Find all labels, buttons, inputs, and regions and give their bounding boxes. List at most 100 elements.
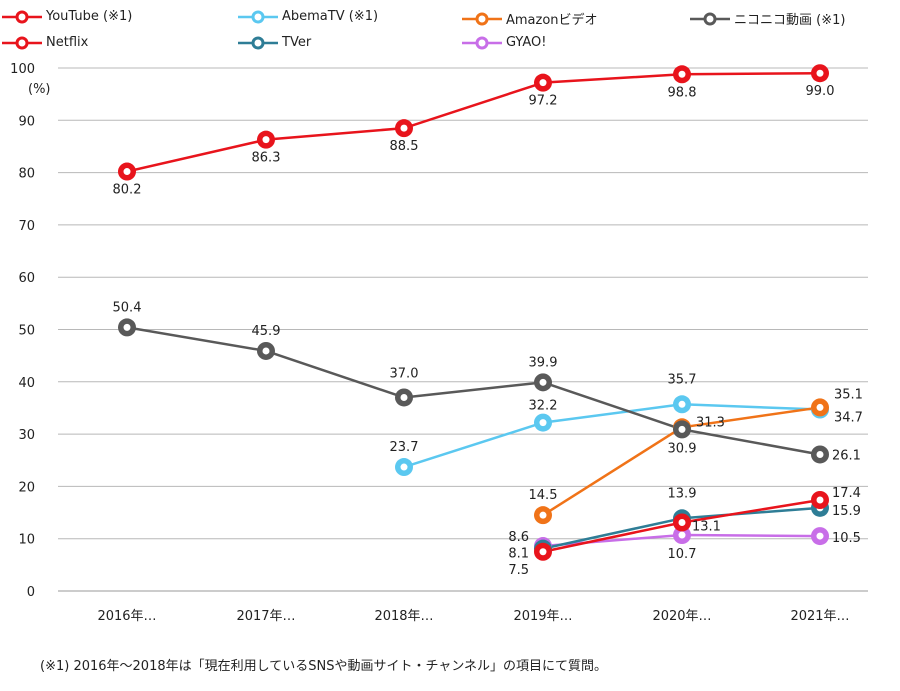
data-label-s1-4: 35.7 bbox=[668, 372, 697, 387]
data-point-s0-0 bbox=[118, 162, 136, 181]
data-label-s4-5: 17.4 bbox=[832, 486, 861, 501]
data-point-s0-3 bbox=[534, 73, 552, 92]
data-label-s3-0: 50.4 bbox=[113, 300, 142, 315]
data-label-s1-5: 34.7 bbox=[834, 411, 863, 426]
data-point-s3-2 bbox=[395, 388, 413, 407]
marker-center-s3-4 bbox=[678, 425, 686, 433]
x-axis-tick-labels: 2016年… 2017年… 2018年… 2019年… 2020年… 2021年… bbox=[97, 609, 849, 624]
data-point-s0-2 bbox=[395, 119, 413, 138]
x-tick-label-0: 2016年… bbox=[97, 609, 156, 624]
x-tick-label-5: 2021年… bbox=[790, 609, 849, 624]
marker-center-s3-3 bbox=[539, 378, 547, 386]
data-point-s3-3 bbox=[534, 373, 552, 392]
marker-center-s0-5 bbox=[816, 69, 824, 77]
data-label-s6-3: 8.6 bbox=[508, 530, 529, 545]
legend-swatch-tver bbox=[238, 36, 278, 49]
data-labels: 80.2 86.3 88.5 97.2 98.8 99.0 23.7 32.2 35.7 34.7… bbox=[113, 84, 863, 578]
data-point-s3-0 bbox=[118, 318, 136, 337]
data-label-s0-5: 99.0 bbox=[806, 84, 835, 99]
data-point-s3-5 bbox=[811, 445, 829, 464]
marker-center-s6-4 bbox=[678, 531, 686, 539]
legend-label-gyao: GYAO! bbox=[506, 35, 547, 50]
legend-label-niconico: ニコニコ動画 (※1) bbox=[734, 13, 846, 28]
legend-item-amazon: Amazonビデオ bbox=[462, 9, 598, 28]
data-point-s0-5 bbox=[811, 64, 829, 83]
data-label-s3-2: 37.0 bbox=[390, 366, 419, 381]
data-label-s2-3: 14.5 bbox=[529, 488, 558, 503]
series-lines bbox=[126, 71, 821, 553]
marker-center-s6-5 bbox=[816, 532, 824, 540]
legend-item-tver: TVer bbox=[238, 35, 311, 50]
marker-center-s1-4 bbox=[678, 400, 686, 408]
marker-center-s0-1 bbox=[262, 136, 270, 144]
data-label-s0-0: 80.2 bbox=[113, 183, 142, 198]
y-tick-label-40: 40 bbox=[18, 376, 35, 391]
data-point-s3-4 bbox=[673, 420, 691, 439]
data-point-s1-3 bbox=[534, 413, 552, 432]
data-label-s5-3: 8.1 bbox=[508, 547, 529, 562]
legend-swatch-netflix bbox=[2, 36, 42, 49]
y-tick-label-80: 80 bbox=[18, 167, 35, 182]
legend-item-youtube: YouTube (※1) bbox=[2, 9, 132, 24]
data-point-s4-5 bbox=[811, 490, 829, 509]
x-tick-label-2: 2018年… bbox=[374, 609, 433, 624]
data-point-s2-3 bbox=[534, 506, 552, 525]
x-tick-label-4: 2020年… bbox=[652, 609, 711, 624]
data-point-s6-4 bbox=[673, 526, 691, 545]
y-tick-label-10: 10 bbox=[18, 533, 35, 548]
y-axis-unit-label: (%) bbox=[28, 82, 51, 97]
marker-center-s3-2 bbox=[400, 393, 408, 401]
marker-center-s3-1 bbox=[262, 347, 270, 355]
data-label-s6-4: 10.7 bbox=[668, 547, 697, 562]
data-label-s1-3: 32.2 bbox=[529, 399, 558, 414]
x-tick-label-1: 2017年… bbox=[236, 609, 295, 624]
data-label-s3-4: 30.9 bbox=[668, 441, 697, 456]
data-label-s2-4: 31.3 bbox=[696, 415, 725, 430]
y-tick-label-60: 60 bbox=[18, 271, 35, 286]
y-tick-label-20: 20 bbox=[18, 480, 35, 495]
data-label-s0-4: 98.8 bbox=[668, 85, 697, 100]
data-label-s3-5: 26.1 bbox=[832, 448, 861, 463]
y-tick-label-90: 90 bbox=[18, 114, 35, 129]
data-label-s4-4: 13.1 bbox=[692, 519, 721, 534]
legend-swatch-abematv bbox=[238, 10, 278, 23]
data-point-s4-4 bbox=[673, 513, 691, 532]
marker-center-s0-4 bbox=[678, 70, 686, 78]
legend-item-netflix: Netflix bbox=[2, 35, 88, 50]
data-label-s6-5: 10.5 bbox=[832, 531, 861, 546]
legend-swatch-niconico bbox=[690, 12, 730, 25]
legend-label-netflix: Netflix bbox=[46, 35, 89, 50]
data-point-s1-4 bbox=[673, 395, 691, 414]
data-point-s6-5 bbox=[811, 527, 829, 546]
data-point-s0-4 bbox=[673, 65, 691, 84]
legend-item-abematv: AbemaTV (※1) bbox=[238, 9, 378, 24]
legend-swatch-youtube bbox=[2, 10, 42, 23]
legend-swatch-gyao bbox=[462, 36, 502, 49]
data-label-s0-1: 86.3 bbox=[252, 151, 281, 166]
marker-center-s4-4 bbox=[678, 518, 686, 526]
data-point-s1-2 bbox=[395, 458, 413, 477]
marker-center-s0-0 bbox=[123, 168, 131, 176]
data-label-s0-3: 97.2 bbox=[529, 94, 558, 109]
marker-center-s2-3 bbox=[539, 511, 547, 519]
legend-label-tver: TVer bbox=[282, 35, 312, 50]
y-tick-label-100: 100 bbox=[10, 62, 35, 77]
data-point-s2-5 bbox=[811, 398, 829, 417]
legend-label-youtube: YouTube (※1) bbox=[46, 9, 133, 24]
legend-swatch-amazon bbox=[462, 12, 502, 25]
data-label-s1-2: 23.7 bbox=[390, 440, 419, 455]
x-tick-label-3: 2019年… bbox=[513, 609, 572, 624]
marker-center-s0-3 bbox=[539, 79, 547, 87]
data-label-s4-3: 7.5 bbox=[508, 563, 529, 578]
data-label-s0-2: 88.5 bbox=[390, 139, 419, 154]
legend-label-amazon: Amazonビデオ bbox=[506, 13, 598, 28]
y-tick-label-50: 50 bbox=[18, 324, 35, 339]
data-point-s4-3 bbox=[534, 542, 552, 561]
data-label-s5-4: 13.9 bbox=[668, 486, 697, 501]
marker-center-s1-2 bbox=[400, 463, 408, 471]
legend-item-gyao: GYAO! bbox=[462, 35, 546, 50]
data-label-s3-3: 39.9 bbox=[529, 355, 558, 370]
legend-label-abematv: AbemaTV (※1) bbox=[282, 9, 379, 24]
marker-center-s2-5 bbox=[816, 403, 824, 411]
